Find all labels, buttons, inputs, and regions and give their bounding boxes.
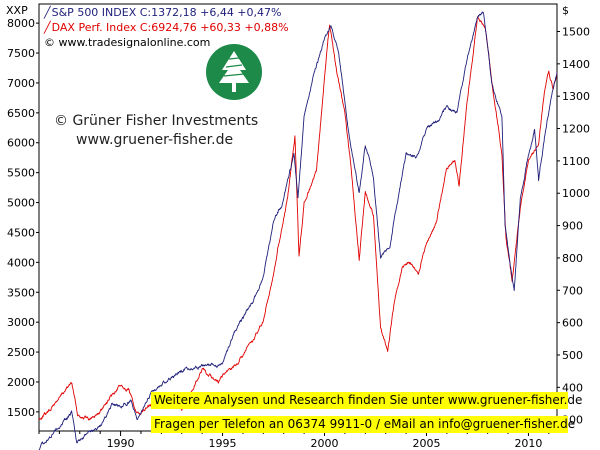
series-layer bbox=[38, 11, 558, 450]
x-tick-label: 2000 bbox=[311, 437, 339, 450]
right-axis-title: $ bbox=[562, 4, 569, 17]
left-axis: 1500 2000 2500 3000 3500 4000 4500 5000 5500 6000… bbox=[7, 17, 39, 419]
legend-swatch-sp500: ╱ bbox=[44, 6, 51, 19]
legend-swatch-dax: ╱ bbox=[44, 21, 51, 34]
watermark-url: www.gruener-fisher.de bbox=[76, 132, 234, 148]
x-tick-label: 2005 bbox=[412, 437, 440, 450]
right-tick-label: 900 bbox=[562, 220, 583, 233]
right-tick-label: 400 bbox=[562, 381, 583, 394]
left-tick-label: 1500 bbox=[7, 406, 35, 419]
right-tick-label: 700 bbox=[562, 284, 583, 297]
legend-dax-label: DAX Perf. Index C:6924,76 +60,33 +0,88% bbox=[51, 21, 289, 34]
left-tick-label: 5000 bbox=[7, 197, 35, 210]
series-line-sp500 bbox=[38, 11, 558, 450]
left-tick-label: 3000 bbox=[7, 316, 35, 329]
right-tick-label: 1200 bbox=[562, 123, 590, 136]
banner-research: Weitere Analysen und Research finden Sie… bbox=[151, 392, 582, 409]
legend: ╱S&P 500 INDEX C:1372,18 +6,44 +0,47% ╱D… bbox=[44, 5, 289, 50]
right-tick-label: 1300 bbox=[562, 90, 590, 103]
left-tick-label: 6500 bbox=[7, 107, 35, 120]
right-tick-label: 1100 bbox=[562, 155, 590, 168]
x-tick-label: 1990 bbox=[107, 437, 135, 450]
legend-copyright: © www.tradesignalonline.com bbox=[44, 36, 211, 49]
tree-logo-icon bbox=[206, 44, 262, 100]
left-tick-label: 6000 bbox=[7, 137, 35, 150]
legend-item-sp500: ╱S&P 500 INDEX C:1372,18 +6,44 +0,47% bbox=[44, 5, 289, 20]
legend-sp500-label: S&P 500 INDEX C:1372,18 +6,44 +0,47% bbox=[51, 6, 282, 19]
watermark-company: © Grüner Fisher Investments bbox=[54, 113, 259, 129]
left-tick-label: 7000 bbox=[7, 77, 35, 90]
right-axis: 3004005006007008009001000110012001300140… bbox=[557, 25, 590, 427]
left-tick-label: 4500 bbox=[7, 226, 35, 239]
right-tick-label: 600 bbox=[562, 317, 583, 330]
right-tick-label: 800 bbox=[562, 252, 583, 265]
right-tick-label: 500 bbox=[562, 349, 583, 362]
legend-item-dax: ╱DAX Perf. Index C:6924,76 +60,33 +0,88% bbox=[44, 20, 289, 35]
banner-contact: Fragen per Telefon an 06374 9911-0 / eMa… bbox=[151, 416, 575, 433]
x-tick-label: 2010 bbox=[514, 437, 542, 450]
left-tick-label: 2500 bbox=[7, 346, 35, 359]
left-tick-label: 7500 bbox=[7, 47, 35, 60]
series-line-dax bbox=[38, 16, 558, 421]
left-tick-label: 2000 bbox=[7, 376, 35, 389]
x-tick-label: 1995 bbox=[209, 437, 237, 450]
left-axis-title: XXP bbox=[6, 4, 28, 17]
x-axis: 1990 1995 2000 2005 2010 bbox=[38, 431, 550, 450]
left-tick-label: 4000 bbox=[7, 256, 35, 269]
left-tick-label: 5500 bbox=[7, 167, 35, 180]
left-tick-label: 3500 bbox=[7, 286, 35, 299]
right-tick-label: 1400 bbox=[562, 58, 590, 71]
right-tick-label: 1500 bbox=[562, 25, 590, 38]
left-tick-label: 8000 bbox=[7, 17, 35, 30]
right-tick-label: 1000 bbox=[562, 187, 590, 200]
